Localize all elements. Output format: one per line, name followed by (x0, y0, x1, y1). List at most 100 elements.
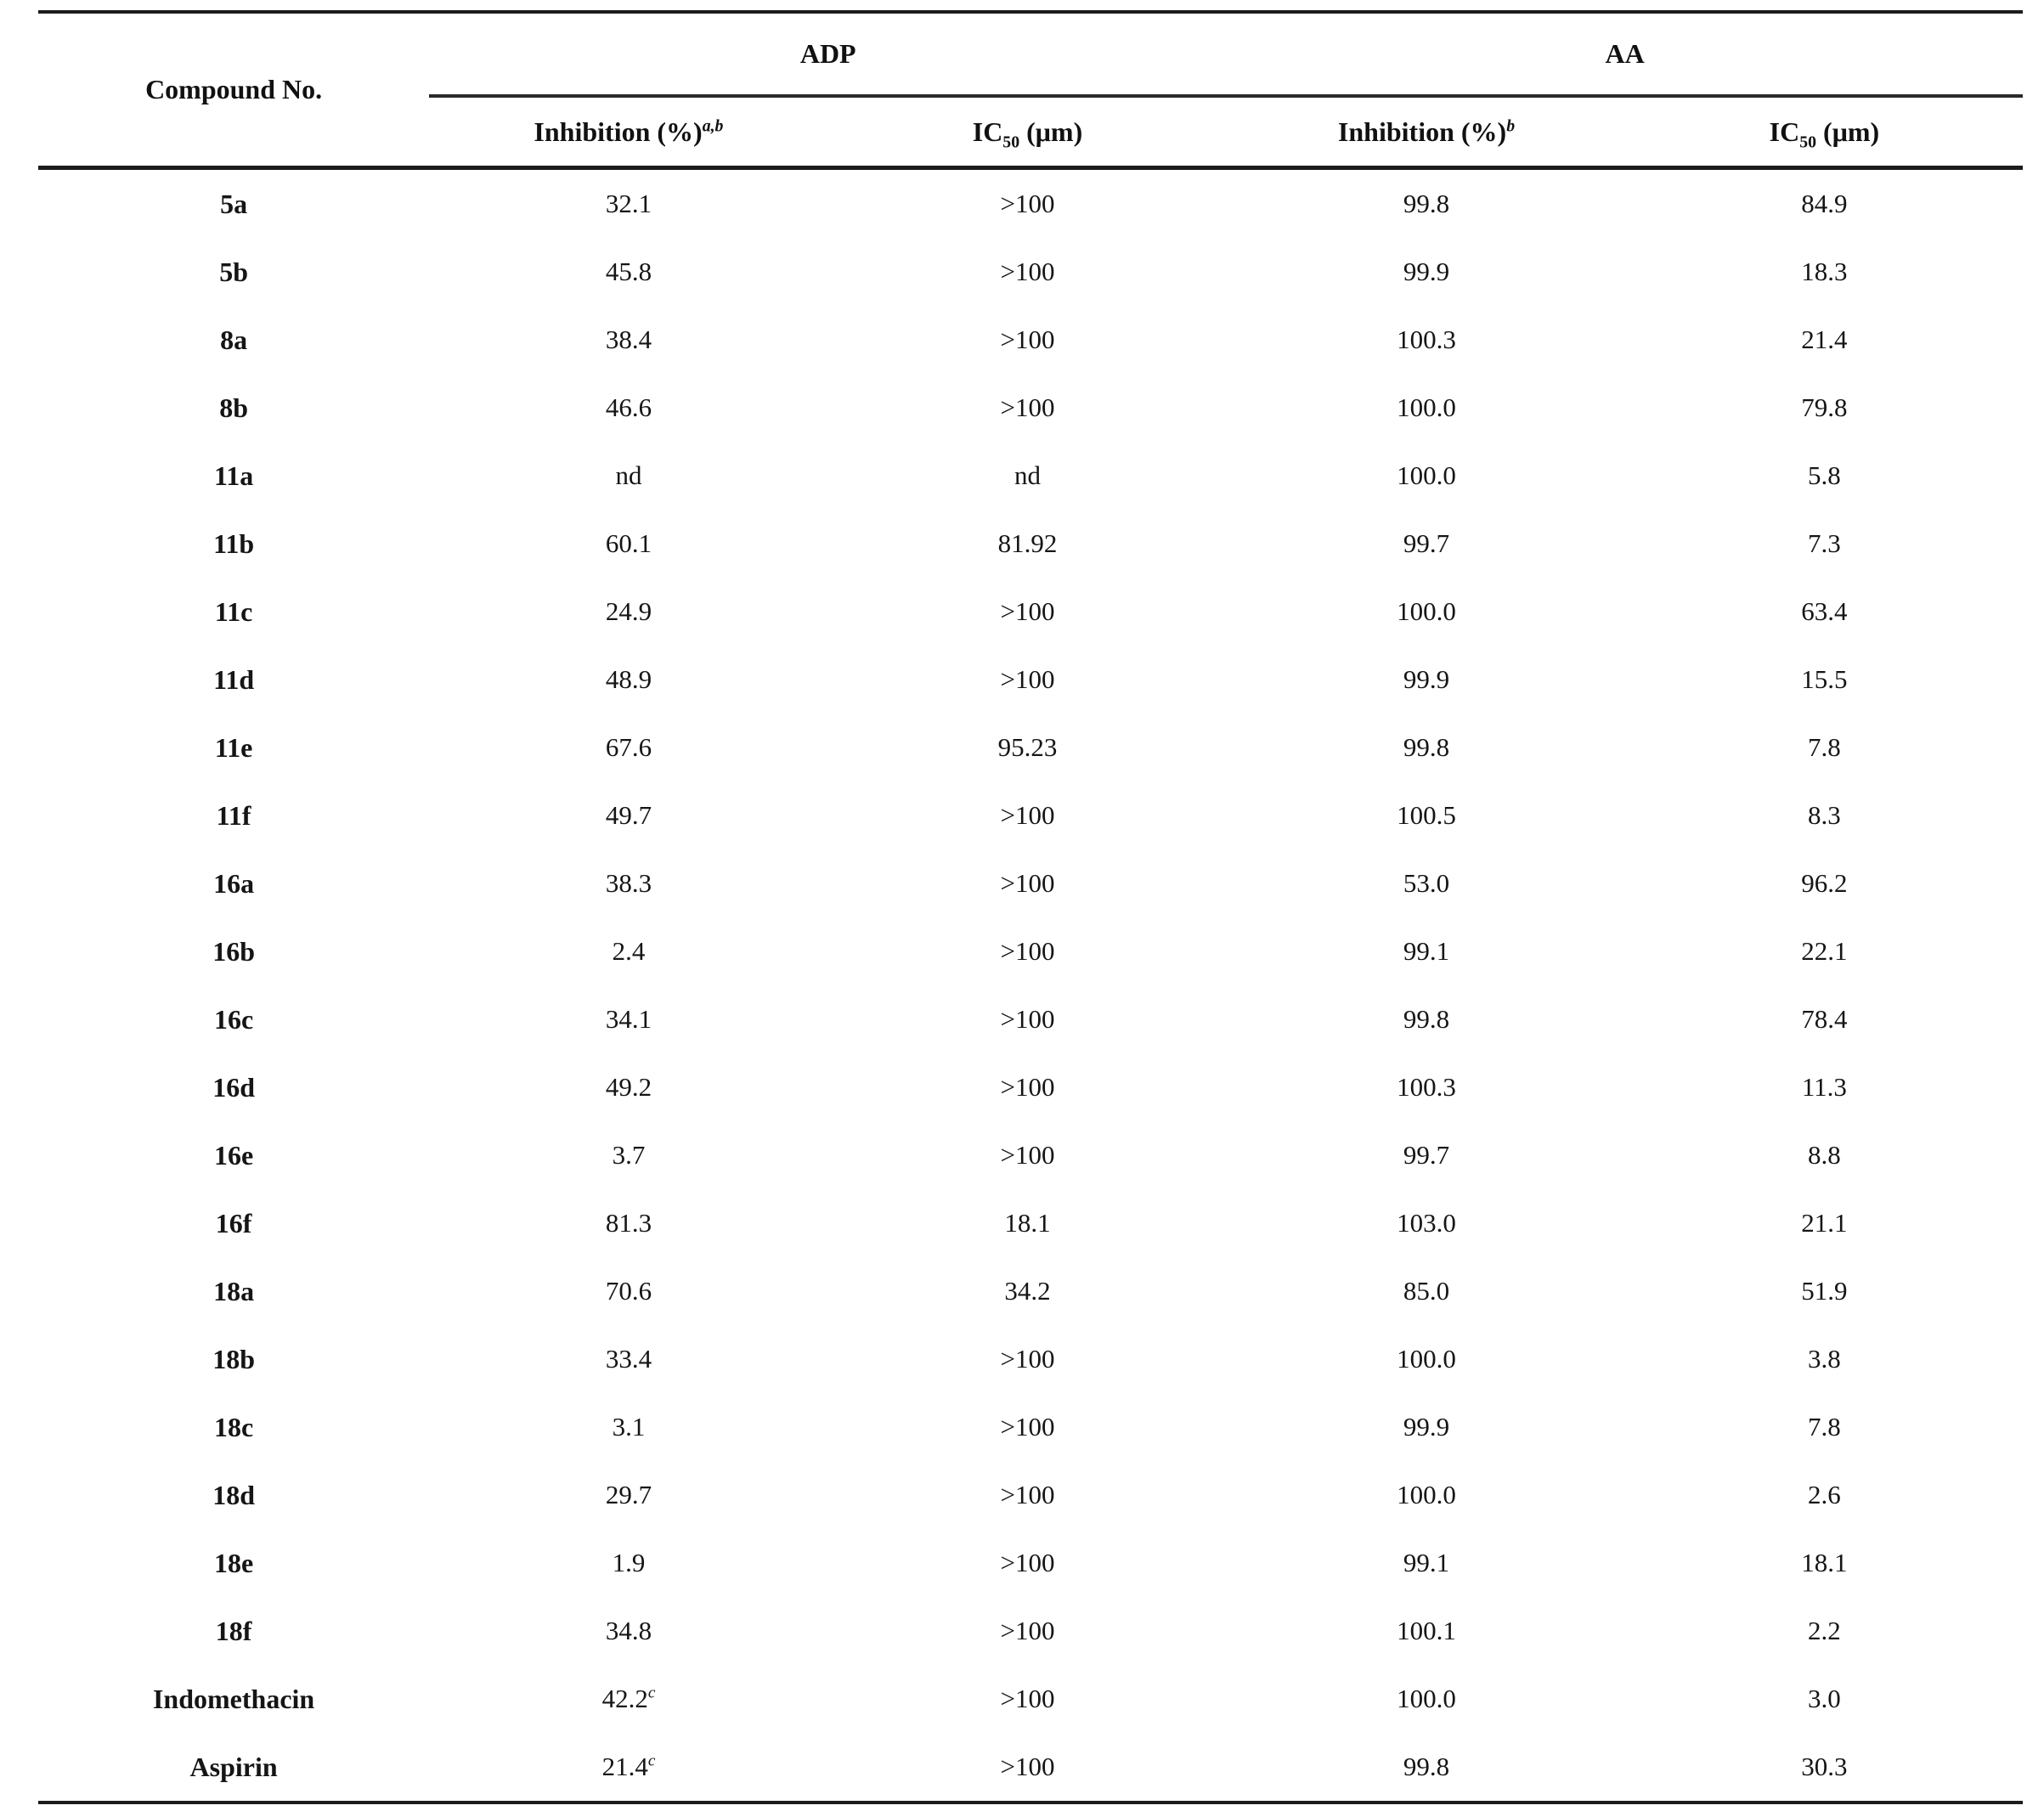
adp-ic50-header: IC50 (μm) (827, 96, 1228, 170)
compound-cell: 18c (213, 1411, 254, 1442)
value-cell: 99.8 (1403, 189, 1450, 218)
group-header-row: Compound No. ADP AA (38, 12, 2023, 170)
value-cell: >100 (1000, 1752, 1055, 1781)
table-row: 8a 38.4 >100 100.3 21.4 (38, 306, 2023, 374)
ic50-subscript: 50 (1799, 132, 1817, 151)
value-cell: 48.9 (605, 664, 652, 694)
table-row: 11a nd nd 100.0 5.8 (38, 442, 2023, 510)
value-cell: 99.1 (1403, 936, 1450, 966)
value-cell: 7.8 (1808, 732, 1841, 762)
value-cell: nd (1014, 460, 1041, 490)
ic50-subscript: 50 (1002, 132, 1020, 151)
compound-no-header: Compound No. (38, 12, 430, 170)
aa-label: AA (1605, 38, 1645, 69)
ic50-unit: (μm) (1019, 116, 1083, 147)
value-cell: 99.1 (1403, 1548, 1450, 1577)
value-cell: 103.0 (1397, 1208, 1456, 1238)
compound-cell: 16f (215, 1207, 252, 1238)
value-cell: 3.0 (1808, 1684, 1841, 1713)
value-cell: 7.3 (1808, 528, 1841, 558)
value-cell: 79.8 (1801, 392, 1848, 422)
value-cell: 100.0 (1397, 1684, 1456, 1713)
value-cell: 15.5 (1801, 664, 1848, 694)
ic50-label: IC (972, 116, 1003, 147)
compound-cell: 11f (216, 799, 251, 831)
value-cell: 21.4 (1801, 324, 1848, 354)
value-cell: 99.8 (1403, 1004, 1450, 1034)
value-cell: 38.4 (605, 324, 652, 354)
value-cell: 96.2 (1801, 868, 1848, 898)
value-cell: >100 (1000, 1548, 1055, 1577)
table-row: 18e 1.9 >100 99.1 18.1 (38, 1529, 2023, 1597)
value-cell: 18.1 (1801, 1548, 1848, 1577)
compound-cell: 11d (213, 663, 255, 695)
value-cell: 100.0 (1397, 392, 1456, 422)
compound-cell: 11c (214, 595, 253, 627)
table-row: 16b 2.4 >100 99.1 22.1 (38, 917, 2023, 985)
table-row: 5a 32.1 >100 99.8 84.9 (38, 168, 2023, 239)
value-cell: >100 (1000, 324, 1055, 354)
compound-cell: 16c (213, 1003, 254, 1035)
value-cell: 67.6 (605, 732, 652, 762)
table-row: 16c 34.1 >100 99.8 78.4 (38, 985, 2023, 1053)
value-cell: >100 (1000, 1616, 1055, 1645)
compound-cell: 5a (220, 188, 248, 219)
value-cell: 100.0 (1397, 460, 1456, 490)
value-cell: 85.0 (1403, 1276, 1450, 1306)
value-cell: 100.1 (1397, 1616, 1456, 1645)
value-cell: 24.9 (605, 596, 652, 626)
value-cell: 8.8 (1808, 1140, 1841, 1170)
compound-cell: 18d (212, 1479, 255, 1510)
compound-cell: 18b (212, 1343, 255, 1374)
value-cell: 30.3 (1801, 1752, 1848, 1781)
table-row: 16e 3.7 >100 99.7 8.8 (38, 1121, 2023, 1189)
value-cell: 5.8 (1808, 460, 1841, 490)
value-cell: 53.0 (1403, 868, 1450, 898)
value-cell: >100 (1000, 868, 1055, 898)
aa-inhibition-label: Inhibition (%) (1337, 116, 1507, 147)
table-header: Compound No. ADP AA Inhibition (%)a,b IC… (38, 12, 2023, 170)
value-cell: 84.9 (1801, 189, 1848, 218)
value-cell: 81.92 (997, 528, 1058, 558)
table-row: 5b 45.8 >100 99.9 18.3 (38, 238, 2023, 306)
footnote-marker: b (1506, 116, 1516, 135)
table-row: 16d 49.2 >100 100.3 11.3 (38, 1053, 2023, 1121)
compound-cell: 18e (213, 1547, 254, 1578)
compound-cell: 11b (213, 528, 255, 559)
value-cell: >100 (1000, 392, 1055, 422)
aa-ic50-header: IC50 (μm) (1625, 96, 2023, 170)
value-cell: 46.6 (605, 392, 652, 422)
table-row: 8b 46.6 >100 100.0 79.8 (38, 374, 2023, 442)
value-cell: 22.1 (1801, 936, 1848, 966)
adp-inhibition-header: Inhibition (%)a,b (429, 96, 828, 170)
compound-cell: 8a (220, 324, 248, 355)
table-row: 11b 60.1 81.92 99.7 7.3 (38, 510, 2023, 578)
value-cell: >100 (1000, 936, 1055, 966)
value-cell: 95.23 (997, 732, 1058, 762)
value-cell: 2.4 (612, 936, 646, 966)
value-cell: 100.3 (1397, 1072, 1456, 1102)
value-cell: 100.0 (1397, 1480, 1456, 1509)
table-row: Aspirin 21.4c >100 99.8 30.3 (38, 1733, 2023, 1803)
table-row: 16a 38.3 >100 53.0 96.2 (38, 849, 2023, 917)
value-cell: 18.1 (1004, 1208, 1051, 1238)
value-cell: >100 (1000, 257, 1055, 286)
value-cell: 49.7 (605, 800, 652, 830)
value-cell: 51.9 (1801, 1276, 1848, 1306)
value-cell: 3.1 (612, 1412, 646, 1441)
table-row: 11c 24.9 >100 100.0 63.4 (38, 578, 2023, 646)
value-cell: 99.7 (1403, 528, 1450, 558)
table-row: 18d 29.7 >100 100.0 2.6 (38, 1461, 2023, 1529)
value-cell: 100.0 (1397, 596, 1456, 626)
compound-cell: Aspirin (189, 1751, 278, 1782)
value-cell: 99.8 (1403, 732, 1450, 762)
value-cell: >100 (1000, 1684, 1055, 1713)
value-cell: 81.3 (605, 1208, 652, 1238)
compound-cell: 11e (214, 731, 253, 763)
compound-cell: 16e (213, 1139, 254, 1171)
value-cell: 99.9 (1403, 257, 1450, 286)
value-cell: >100 (1000, 596, 1055, 626)
value-cell: >100 (1000, 1344, 1055, 1374)
value-cell: 100.3 (1397, 324, 1456, 354)
value-cell: 100.0 (1397, 1344, 1456, 1374)
